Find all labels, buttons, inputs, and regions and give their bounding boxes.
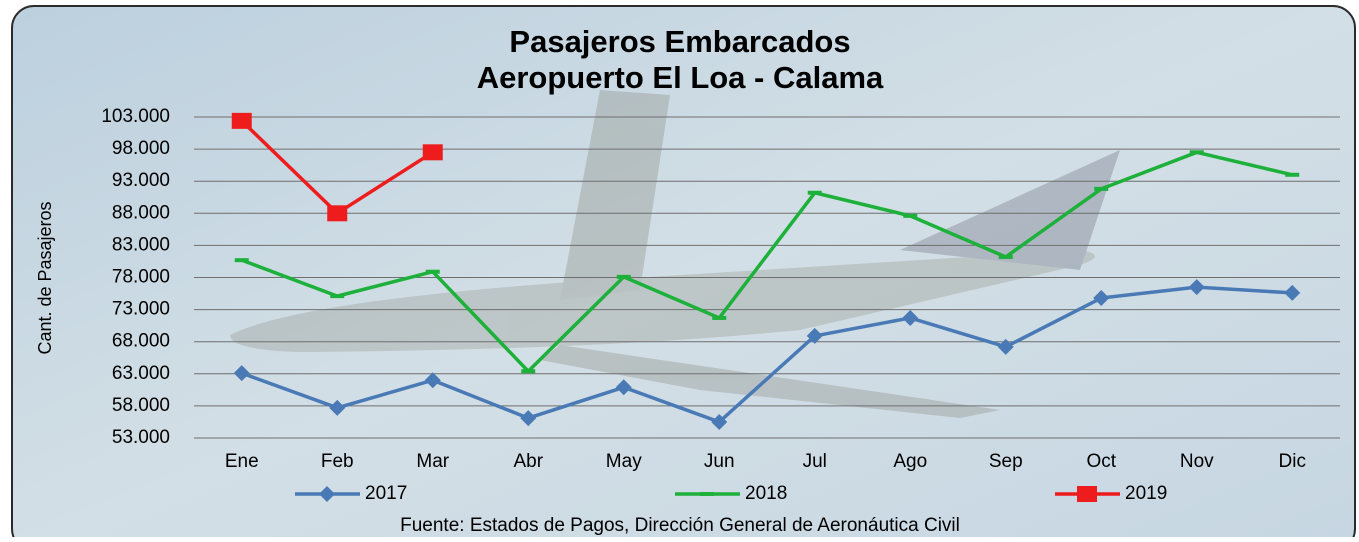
chart-title: Pasajeros Embarcados xyxy=(509,24,850,59)
x-tick-label: Oct xyxy=(1086,451,1116,472)
y-tick-label: 93.000 xyxy=(112,170,170,191)
x-tick-label: Dic xyxy=(1279,451,1306,472)
point-marker xyxy=(1285,173,1299,177)
point-marker xyxy=(1094,187,1108,191)
y-tick-label: 78.000 xyxy=(112,267,170,288)
y-tick-label: 103.000 xyxy=(101,106,170,127)
legend-label: 2018 xyxy=(745,483,787,504)
point-marker xyxy=(1190,150,1204,154)
point-marker xyxy=(232,113,252,129)
x-tick-label: Ago xyxy=(893,451,927,472)
legend-label: 2019 xyxy=(1125,483,1167,504)
point-marker xyxy=(423,144,443,160)
x-tick-label: Jun xyxy=(704,451,735,472)
point-marker xyxy=(712,316,726,320)
x-tick-label: Mar xyxy=(416,451,449,472)
y-tick-label: 98.000 xyxy=(112,138,170,159)
x-tick-label: Sep xyxy=(989,451,1023,472)
legend-marker xyxy=(700,492,714,496)
point-marker xyxy=(426,270,440,274)
x-tick-label: Ene xyxy=(225,451,259,472)
y-tick-label: 58.000 xyxy=(112,395,170,416)
y-axis-label: Cant. de Pasajeros xyxy=(35,201,55,354)
point-marker xyxy=(521,369,535,373)
legend-label: 2017 xyxy=(365,483,407,504)
legend-marker xyxy=(1077,486,1097,502)
chart-subtitle: Aeropuerto El Loa - Calama xyxy=(477,60,884,95)
y-tick-label: 53.000 xyxy=(112,427,170,448)
point-marker xyxy=(808,191,822,195)
x-tick-label: Jul xyxy=(803,451,827,472)
y-tick-label: 68.000 xyxy=(112,331,170,352)
y-tick-label: 63.000 xyxy=(112,363,170,384)
point-marker xyxy=(999,255,1013,259)
source-note: Fuente: Estados de Pagos, Dirección Gene… xyxy=(400,515,960,536)
y-tick-label: 88.000 xyxy=(112,202,170,223)
y-tick-label: 83.000 xyxy=(112,234,170,255)
point-marker xyxy=(617,275,631,279)
y-tick-label: 73.000 xyxy=(112,299,170,320)
x-tick-label: Feb xyxy=(321,451,354,472)
point-marker xyxy=(903,214,917,218)
point-marker xyxy=(235,258,249,262)
x-tick-label: Nov xyxy=(1180,451,1214,472)
point-marker xyxy=(327,205,347,221)
point-marker xyxy=(330,294,344,298)
chart: Pasajeros Embarcados Aeropuerto El Loa -… xyxy=(0,0,1359,537)
x-tick-label: Abr xyxy=(513,451,543,472)
x-tick-label: May xyxy=(606,451,642,472)
